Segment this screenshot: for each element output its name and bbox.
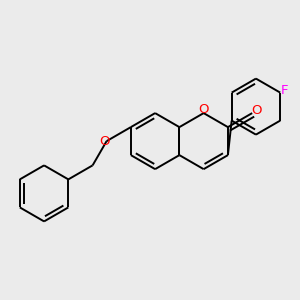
Text: F: F (281, 83, 288, 97)
Text: O: O (251, 104, 262, 117)
Text: O: O (198, 103, 209, 116)
Text: O: O (99, 135, 109, 148)
